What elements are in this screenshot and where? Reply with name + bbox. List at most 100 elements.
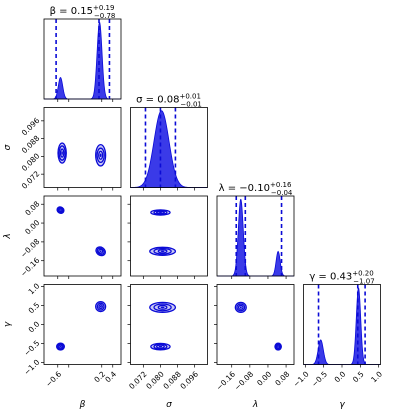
contour-level-1 — [57, 343, 64, 350]
marginal-histogram — [217, 198, 294, 277]
marginal-title: λ = −0.10+0.16 −0.04 — [219, 181, 293, 197]
contour-core — [61, 151, 63, 155]
param-0-xtick-label: 0.4 — [103, 369, 118, 384]
param-1-xtick-label: 0.096 — [178, 369, 200, 391]
x-axis-label-1: σ — [166, 400, 172, 410]
contour-level-0 — [155, 210, 165, 215]
contour-level-1 — [236, 303, 246, 312]
contour-level-1 — [96, 147, 105, 164]
param-3-xtick-label: 0.0 — [333, 369, 348, 384]
contour-level-1 — [153, 303, 172, 312]
contour-level-0 — [58, 208, 63, 213]
contour-level-0 — [157, 304, 168, 310]
param-1-ytick-label: 0.080 — [20, 151, 42, 173]
joint-1-3 — [130, 284, 208, 365]
contour-level-0 — [59, 148, 65, 158]
title-lower-error: −0.78 — [94, 12, 115, 20]
panel-frame — [43, 107, 122, 188]
marginal-title: σ = 0.08+0.01 −0.01 — [136, 93, 202, 109]
joint-2-3 — [216, 284, 295, 365]
param-2-ytick-label: 0.08 — [23, 199, 41, 217]
param-3-ytick-label: 0.0 — [27, 319, 42, 334]
x-axis-label-0: β — [79, 400, 86, 410]
panel-frame — [130, 107, 208, 188]
param-3-ytick-label: 1.0 — [27, 281, 42, 296]
title-lower-error: −0.01 — [180, 101, 201, 109]
marginal-0: β = 0.15+0.19 −0.78 — [43, 4, 122, 100]
marginal-title: β = 0.15+0.19 −0.78 — [50, 4, 116, 20]
contour-core — [160, 250, 165, 253]
marginal-2: λ = −0.10+0.16 −0.04 — [216, 181, 295, 277]
contour-level-1 — [275, 343, 282, 350]
joint-0-1 — [43, 107, 122, 188]
marginal-histogram — [303, 286, 381, 365]
param-1-xtick-label: 0.080 — [144, 369, 166, 391]
marginal-title: γ = 0.43+0.20 −1.07 — [309, 270, 374, 286]
param-2-xtick-label: 0.08 — [273, 369, 291, 387]
param-1-ytick-label: 0.088 — [20, 134, 42, 156]
title-upper-error: +0.20 — [352, 270, 373, 278]
contour-core — [59, 345, 62, 348]
contour-level-1 — [96, 302, 105, 311]
contour-level-0 — [155, 344, 165, 349]
contour-level-0 — [98, 304, 103, 310]
contour-level-1 — [57, 207, 64, 214]
param-3-ytick-label: −0.5 — [22, 338, 41, 357]
x-axis-label-2: λ — [252, 400, 258, 410]
contour-core — [99, 153, 102, 158]
contour-core — [158, 345, 163, 348]
panel-frame — [303, 284, 381, 365]
contour-core — [99, 305, 102, 308]
panel-frame — [43, 195, 122, 277]
param-2-xtick-label: 0.00 — [255, 369, 273, 387]
contour-level-0 — [58, 344, 63, 349]
param-2-xtick-label: −0.16 — [214, 369, 237, 392]
contour-core — [99, 250, 102, 253]
panel-frame — [130, 195, 208, 277]
joint-0-2 — [43, 195, 122, 277]
title-upper-error: +0.16 — [270, 181, 292, 189]
panel-frame — [43, 284, 122, 365]
marginal-histogram — [130, 110, 208, 188]
contour-level-1 — [153, 247, 172, 255]
y-axis-label-2: λ — [3, 233, 13, 239]
y-axis-label-3: γ — [3, 321, 13, 327]
param-2-ytick-label: −0.08 — [19, 237, 42, 260]
param-3-ytick-label: −1.0 — [22, 357, 41, 376]
param-1-ytick-label: 0.072 — [20, 169, 42, 191]
contour-level-0 — [276, 344, 281, 349]
param-3-xtick-label: 1.0 — [369, 369, 384, 384]
title-upper-error: +0.19 — [93, 4, 114, 12]
param-0-xtick-label: −0.6 — [44, 369, 63, 388]
contour-level-0 — [98, 248, 104, 254]
x-axis-label-3: γ — [339, 400, 345, 410]
panel-frame — [43, 18, 122, 100]
contour-core — [59, 209, 62, 211]
contour-core — [239, 306, 242, 309]
title-lower-error: −1.07 — [353, 278, 374, 286]
title-lower-error: −0.04 — [271, 189, 293, 197]
panel-frame — [216, 195, 295, 277]
param-3-xtick-label: −0.5 — [310, 369, 329, 388]
contour-level-1 — [153, 343, 168, 350]
param-2-xtick-label: −0.08 — [233, 369, 256, 392]
title-upper-error: +0.01 — [179, 93, 200, 101]
contour-level-1 — [153, 209, 168, 216]
param-3-ytick-label: 0.5 — [27, 300, 42, 315]
contour-core — [277, 345, 279, 348]
param-2-ytick-label: 0.00 — [23, 218, 41, 236]
marginal-1: σ = 0.08+0.01 −0.01 — [130, 93, 208, 188]
y-axis-label-1: σ — [3, 144, 13, 150]
panel-frame — [216, 284, 295, 365]
contour-level-1 — [58, 145, 66, 161]
marginal-3: γ = 0.43+0.20 −1.07 — [303, 270, 381, 365]
contour-level-0 — [157, 248, 168, 254]
joint-1-2 — [130, 195, 208, 277]
param-3-xtick-label: −1.0 — [291, 369, 310, 388]
joint-0-3 — [43, 284, 122, 365]
panel-frame — [130, 284, 208, 365]
param-3-xtick-label: 0.5 — [351, 369, 366, 384]
param-1-xtick-label: 0.088 — [161, 369, 183, 391]
contour-level-0 — [237, 304, 244, 310]
